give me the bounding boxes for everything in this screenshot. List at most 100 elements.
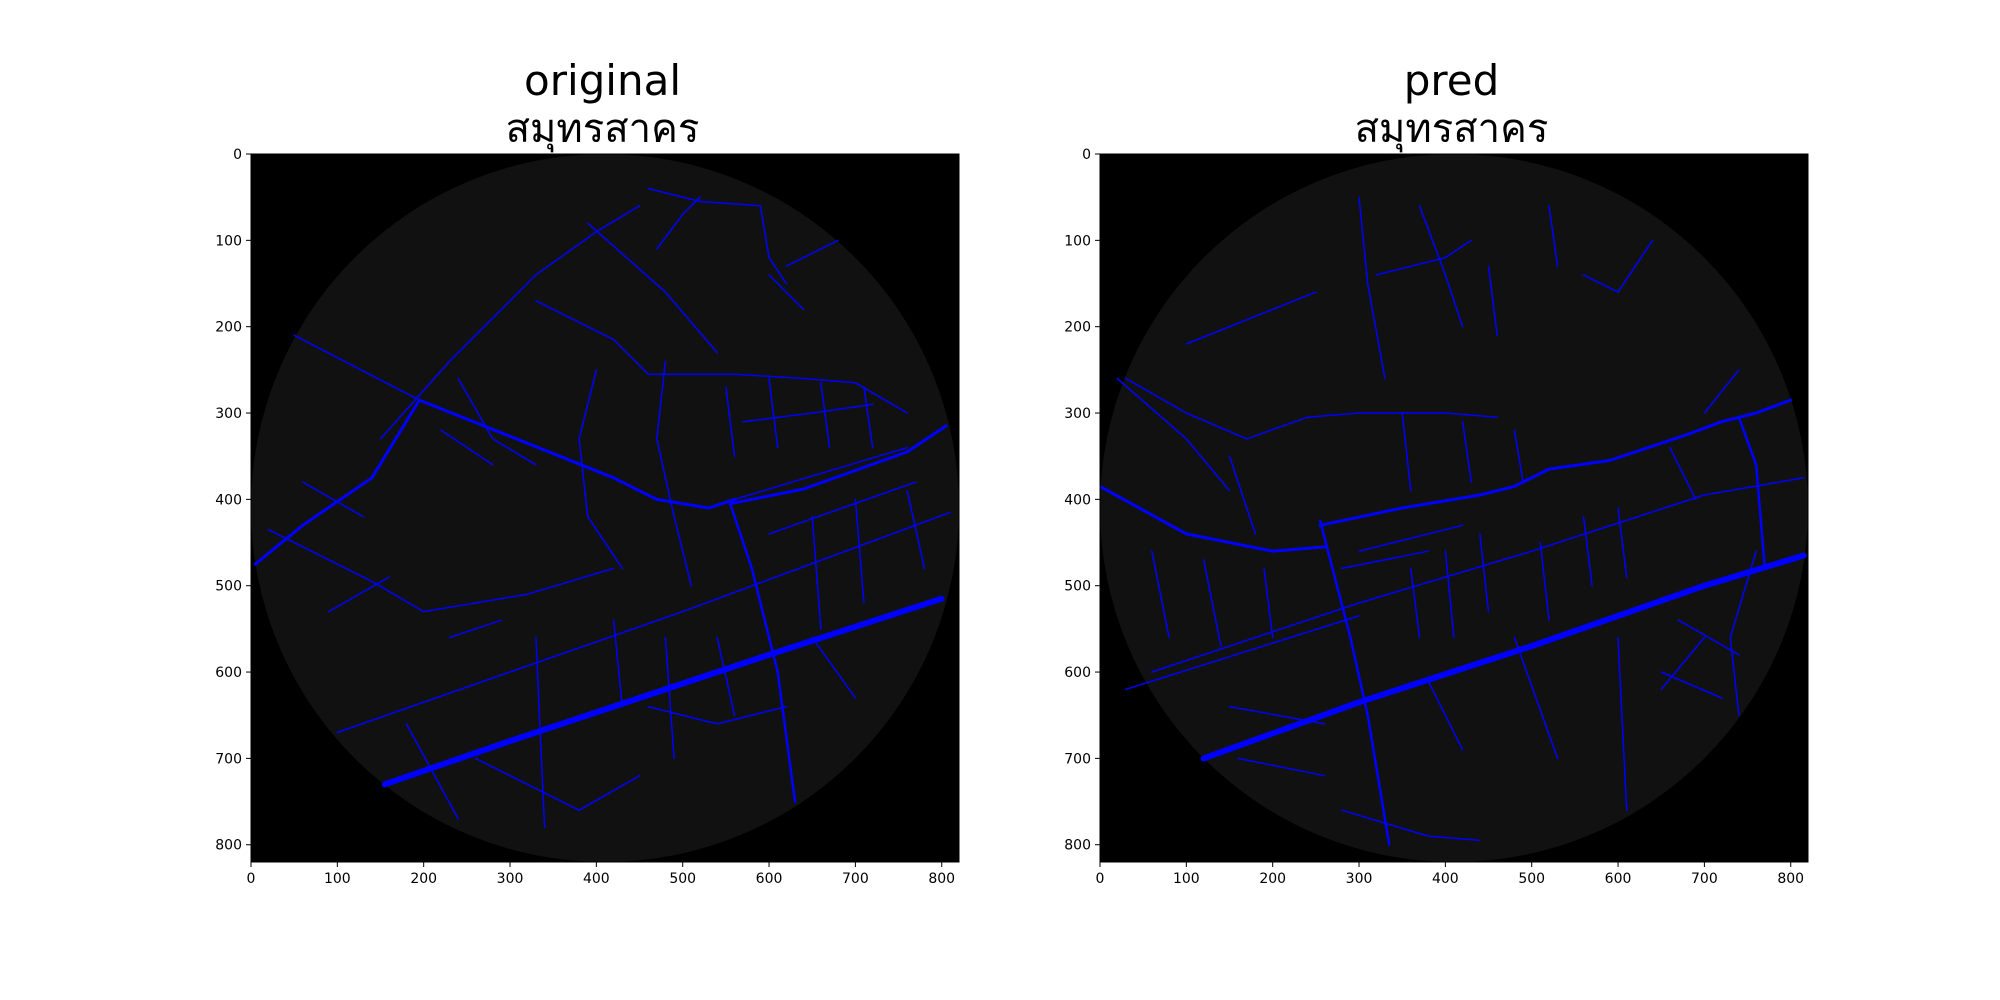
road: [1582, 515, 1593, 587]
road: [656, 196, 701, 250]
x-tick-label: 100: [324, 871, 351, 887]
panel-title: pred: [1403, 56, 1500, 105]
road: [1341, 550, 1429, 570]
road: [1513, 636, 1559, 760]
y-tick-label: 400: [215, 492, 242, 508]
road: [820, 382, 831, 449]
road: [336, 511, 952, 734]
y-tick-label: 700: [1064, 751, 1091, 767]
road: [1660, 671, 1723, 699]
road: [379, 205, 641, 440]
x-tick-label: 400: [1432, 871, 1459, 887]
road: [267, 528, 615, 613]
x-tick-label: 0: [247, 871, 256, 887]
y-tick-label: 100: [1064, 233, 1091, 249]
road: [1237, 757, 1326, 777]
panel-title: original: [524, 56, 681, 105]
road: [302, 481, 364, 518]
map-disc: [1100, 154, 1808, 862]
road: [664, 636, 675, 760]
road: [293, 334, 421, 401]
y-tick-label: 700: [215, 751, 242, 767]
road: [716, 636, 736, 716]
x-tick-label: 400: [583, 871, 610, 887]
road: [1660, 636, 1706, 691]
road: [1151, 477, 1805, 673]
road: [1318, 519, 1391, 846]
x-tick-label: 100: [1173, 871, 1200, 887]
y-tick-label: 300: [1064, 406, 1091, 422]
y-tick-label: 500: [1064, 579, 1091, 595]
road: [327, 576, 390, 613]
map-panel-0: 0 100 200 300 400 500 600 700 800 0 100 200 300 400 50…: [215, 147, 960, 887]
road: [1125, 615, 1360, 691]
y-tick-label: 200: [215, 320, 242, 336]
road: [1548, 205, 1559, 267]
road: [474, 757, 641, 811]
road: [535, 636, 546, 829]
map-disc: [251, 154, 959, 862]
road: [1461, 420, 1473, 483]
road: [457, 377, 537, 466]
panel-subtitle: สมุทรสาคร: [505, 106, 700, 152]
road: [647, 187, 788, 285]
y-tick-label: 600: [215, 665, 242, 681]
road: [647, 705, 788, 725]
x-tick-label: 600: [756, 871, 783, 887]
road: [1677, 619, 1740, 656]
road: [535, 300, 908, 414]
road: [854, 498, 865, 604]
road: [1539, 541, 1550, 621]
road: [811, 515, 822, 630]
x-tick-label: 700: [1691, 871, 1718, 887]
road: [440, 429, 494, 466]
road: [381, 595, 945, 788]
road: [768, 481, 917, 535]
road: [768, 274, 805, 311]
road: [253, 398, 736, 566]
road: [1410, 567, 1421, 639]
road: [1341, 809, 1481, 842]
road: [1427, 679, 1464, 751]
road: [1479, 533, 1490, 613]
road: [725, 386, 736, 457]
road: [1125, 377, 1498, 440]
road: [1418, 205, 1464, 328]
road: [1228, 705, 1326, 725]
road: [728, 424, 948, 506]
axes-frame: [1099, 153, 1809, 863]
road: [863, 386, 874, 449]
x-tick-label: 500: [1518, 871, 1545, 887]
y-tick-label: 0: [233, 147, 242, 163]
road: [1263, 567, 1274, 639]
road: [785, 239, 839, 267]
y-tick-label: 600: [1064, 665, 1091, 681]
road: [1375, 239, 1473, 276]
panel-subtitle: สมุทรสาคร: [1354, 106, 1549, 152]
road: [656, 360, 693, 587]
map-panel-1: 0 100 200 300 400 500 600 700 800 0 100 200 300 400 50…: [1064, 147, 1809, 887]
road: [1358, 524, 1464, 552]
road: [1444, 550, 1455, 639]
road: [1401, 412, 1412, 492]
road: [1513, 429, 1524, 483]
road: [586, 222, 718, 354]
x-tick-label: 800: [928, 871, 955, 887]
y-tick-label: 800: [215, 838, 242, 854]
road: [1669, 446, 1697, 501]
y-tick-label: 0: [1082, 147, 1091, 163]
y-tick-label: 400: [1064, 492, 1091, 508]
y-tick-label: 300: [215, 406, 242, 422]
road: [1487, 265, 1498, 337]
x-tick-label: 600: [1605, 871, 1632, 887]
road: [612, 619, 624, 708]
road: [578, 369, 624, 570]
road: [768, 377, 779, 449]
road: [1202, 559, 1222, 647]
road: [1358, 196, 1386, 380]
road: [448, 619, 503, 639]
x-tick-label: 200: [1259, 871, 1286, 887]
road: [1318, 398, 1793, 527]
y-tick-label: 100: [215, 233, 242, 249]
